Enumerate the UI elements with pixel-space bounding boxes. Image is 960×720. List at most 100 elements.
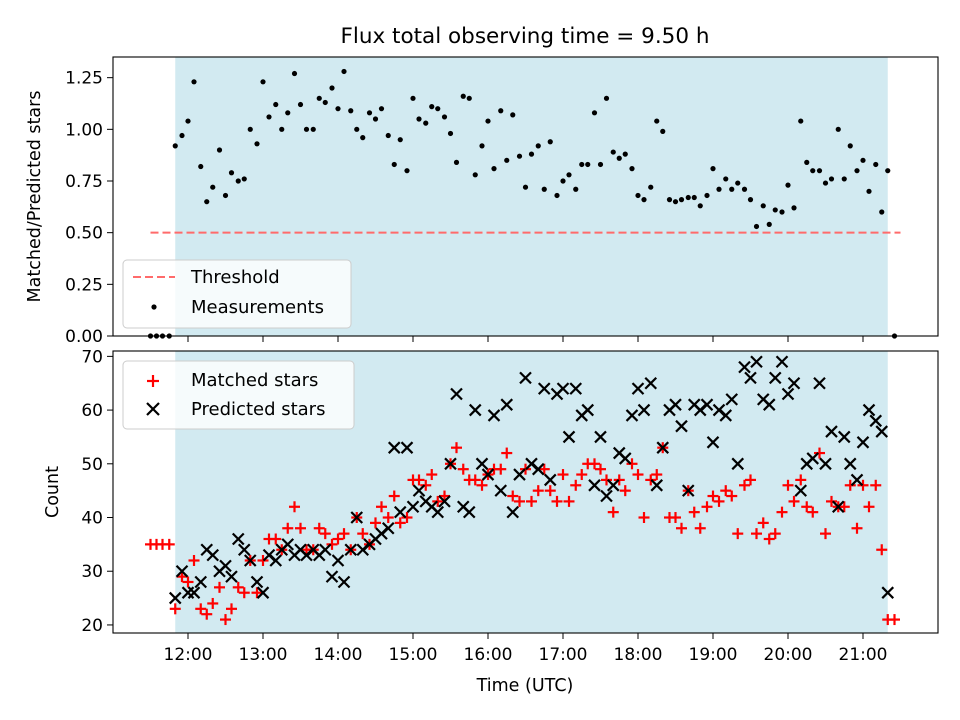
measurement-point bbox=[635, 192, 641, 199]
x-stroke-2 bbox=[837, 430, 851, 444]
x-stroke-2 bbox=[431, 505, 445, 519]
x-stroke-2 bbox=[681, 484, 695, 497]
measurement-point bbox=[360, 135, 366, 141]
matched-star-point bbox=[388, 490, 400, 502]
x-stroke-2 bbox=[225, 570, 238, 583]
predicted-star-point bbox=[225, 570, 238, 583]
measurement-point bbox=[723, 176, 729, 182]
predicted-star-point bbox=[519, 371, 532, 385]
measurement-point bbox=[822, 180, 829, 186]
measurement-point bbox=[447, 130, 454, 137]
matched-star-point bbox=[319, 528, 331, 540]
predicted-star-point bbox=[393, 505, 407, 519]
x-tick-label: 12:00 bbox=[164, 645, 213, 665]
matched-star-point bbox=[188, 554, 200, 566]
x-stroke-2 bbox=[625, 409, 639, 422]
legend-measurements-swatch bbox=[151, 304, 157, 310]
predicted-star-point bbox=[637, 403, 651, 417]
chart-title: Flux total observing time = 9.50 h bbox=[341, 24, 710, 49]
matched-star-point bbox=[801, 501, 813, 513]
measurement-point bbox=[397, 137, 403, 143]
measurement-point bbox=[423, 120, 429, 126]
measurement-point bbox=[222, 192, 229, 199]
measurement-point bbox=[378, 106, 385, 112]
measurement-point bbox=[791, 205, 797, 211]
matched-star-point bbox=[238, 587, 250, 599]
predicted-star-point bbox=[618, 452, 632, 465]
predicted-star-point bbox=[250, 575, 264, 589]
matched-star-point bbox=[382, 512, 394, 524]
predicted-star-point bbox=[725, 393, 739, 406]
predicted-star-point bbox=[256, 586, 270, 599]
predicted-star-point bbox=[350, 511, 364, 524]
measurement-point bbox=[785, 182, 791, 188]
matched-star-point bbox=[207, 597, 219, 609]
y-tick-label: 20 bbox=[81, 616, 103, 636]
predicted-star-point bbox=[168, 591, 182, 605]
predicted-star-point bbox=[744, 371, 757, 385]
matched-star-point bbox=[426, 469, 438, 481]
matched-star-point bbox=[732, 528, 744, 540]
measurement-point bbox=[435, 106, 441, 112]
measurement-point bbox=[585, 161, 591, 168]
predicted-star-point bbox=[281, 538, 295, 551]
x-stroke-2 bbox=[294, 543, 307, 557]
measurement-point bbox=[510, 112, 516, 118]
measurement-point bbox=[735, 180, 741, 186]
measurement-point bbox=[354, 126, 360, 132]
x-tick-label: 18:00 bbox=[614, 645, 663, 665]
measurement-point bbox=[866, 188, 872, 194]
measurement-point bbox=[597, 161, 604, 168]
predicted-star-point bbox=[325, 570, 339, 583]
predicted-star-point bbox=[537, 382, 551, 395]
y-tick-label: 60 bbox=[81, 401, 103, 421]
x-stroke-2 bbox=[712, 403, 726, 417]
x-tick-label: 14:00 bbox=[314, 645, 363, 665]
matched-star-point bbox=[769, 528, 781, 540]
measurement-point bbox=[235, 178, 241, 184]
measurement-point bbox=[741, 186, 748, 192]
x-axis-label: Time (UTC) bbox=[476, 676, 574, 696]
x-stroke-2 bbox=[843, 457, 857, 471]
x-stroke-2 bbox=[825, 425, 838, 438]
x-tick-label: 13:00 bbox=[239, 645, 288, 665]
x-stroke-2 bbox=[656, 441, 670, 454]
x-stroke-2 bbox=[425, 500, 439, 514]
matched-star-point bbox=[326, 538, 338, 550]
measurement-point bbox=[535, 143, 541, 149]
x-stroke-2 bbox=[719, 409, 733, 422]
x-stroke-2 bbox=[393, 505, 407, 519]
matched-star-point bbox=[751, 528, 762, 540]
x-stroke-2 bbox=[762, 398, 776, 411]
matched-star-point bbox=[651, 469, 663, 481]
x-stroke-2 bbox=[794, 484, 808, 497]
matched-star-point bbox=[495, 463, 507, 475]
matched-star-point bbox=[782, 479, 794, 491]
measurement-point bbox=[198, 163, 204, 170]
measurement-point bbox=[879, 209, 885, 215]
predicted-star-point bbox=[194, 575, 208, 589]
matched-star-point bbox=[876, 544, 888, 556]
x-stroke-2 bbox=[406, 500, 420, 514]
measurement-point bbox=[241, 176, 247, 182]
x-stroke-2 bbox=[468, 403, 482, 417]
matched-star-point bbox=[863, 501, 875, 513]
x-stroke-2 bbox=[281, 538, 295, 551]
predicted-star-point bbox=[869, 414, 883, 428]
matched-star-point bbox=[182, 576, 194, 588]
measurement-point bbox=[798, 118, 804, 124]
predicted-star-point bbox=[431, 505, 445, 519]
x-stroke-2 bbox=[494, 484, 508, 497]
predicted-star-point bbox=[768, 371, 782, 385]
measurement-point bbox=[579, 161, 585, 168]
matched-star-point bbox=[638, 512, 650, 524]
predicted-star-point bbox=[412, 484, 426, 497]
predicted-star-point bbox=[738, 360, 751, 374]
matched-star-point bbox=[795, 474, 807, 486]
predicted-star-point bbox=[656, 441, 670, 454]
x-stroke-2 bbox=[500, 398, 514, 411]
predicted-star-point bbox=[881, 586, 895, 599]
matched-star-point bbox=[401, 512, 413, 524]
matched-star-point bbox=[726, 490, 738, 502]
matched-star-point bbox=[476, 479, 488, 491]
